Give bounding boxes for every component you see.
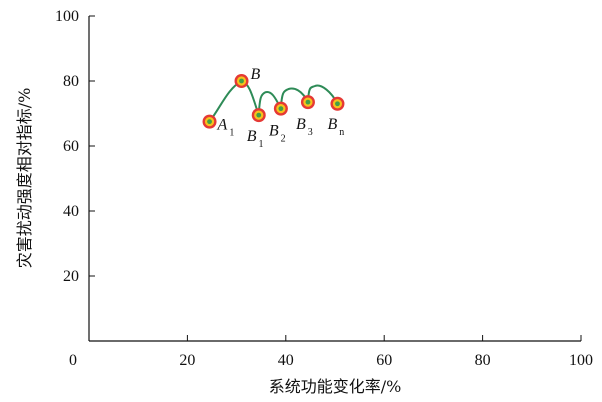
y-tick-label: 100 bbox=[55, 8, 79, 25]
x-tick-label: 0 bbox=[69, 352, 77, 369]
point-label-letter: A bbox=[217, 117, 228, 134]
point-label-subscript: 3 bbox=[308, 127, 313, 138]
point-label-letter: B bbox=[251, 66, 261, 83]
y-tick-label: 40 bbox=[63, 203, 79, 220]
point-label-subscript: 1 bbox=[229, 128, 234, 139]
axes bbox=[88, 16, 581, 342]
point-label-subscript: 2 bbox=[281, 134, 286, 145]
y-tick-label: 20 bbox=[63, 268, 79, 285]
data-point bbox=[202, 114, 217, 129]
data-point bbox=[330, 96, 345, 111]
data-point-center bbox=[256, 112, 262, 118]
data-point-center bbox=[335, 101, 340, 107]
data-point bbox=[300, 95, 315, 110]
x-tick-label: 60 bbox=[376, 352, 392, 369]
series-curve bbox=[208, 79, 339, 123]
y-tick-label: 80 bbox=[63, 73, 79, 90]
point-label-letter: B bbox=[296, 116, 306, 133]
point-label-subscript: n bbox=[339, 127, 344, 138]
point-label: B bbox=[251, 66, 261, 83]
y-tick-label: 60 bbox=[63, 138, 79, 155]
curve-layer bbox=[208, 79, 339, 123]
x-tick-label: 40 bbox=[278, 352, 294, 369]
data-point bbox=[273, 101, 288, 116]
data-points bbox=[202, 74, 345, 129]
point-label-letter: B bbox=[327, 116, 337, 133]
data-point-center bbox=[207, 119, 212, 125]
x-tick-label: 80 bbox=[475, 352, 491, 369]
data-point-center bbox=[278, 106, 284, 112]
point-label-letter: B bbox=[247, 128, 257, 145]
y-axis-title: 灾害扰动强度相对指标/% bbox=[15, 88, 34, 269]
point-label-subscript: 1 bbox=[259, 139, 264, 150]
point-label-letter: B bbox=[269, 123, 279, 140]
data-point bbox=[251, 108, 266, 123]
x-tick-label: 20 bbox=[179, 352, 195, 369]
data-point-center bbox=[239, 78, 244, 84]
data-point bbox=[234, 74, 249, 88]
x-axis-title: 系统功能变化率/% bbox=[269, 377, 402, 396]
x-tick-label: 100 bbox=[569, 352, 593, 369]
axis-ticks: 0 20 40 60 80 100 20 40 60 80 100 bbox=[55, 8, 593, 369]
data-point-center bbox=[305, 99, 311, 105]
